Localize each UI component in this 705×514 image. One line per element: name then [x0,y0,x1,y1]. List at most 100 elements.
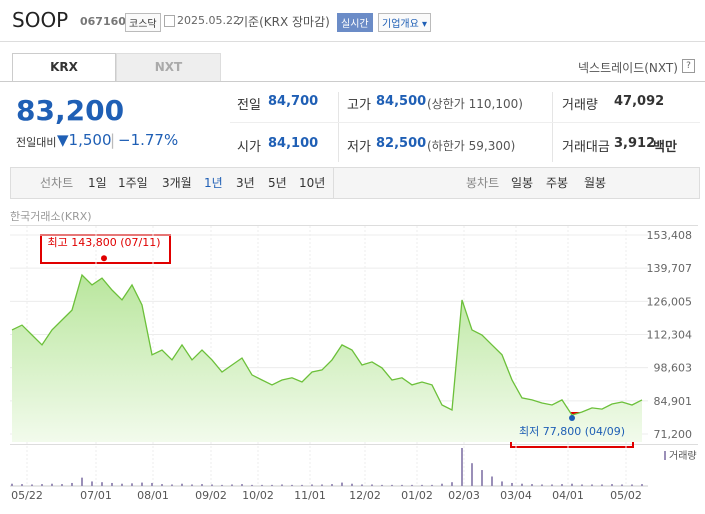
stat-label: 시가 [237,140,261,155]
volume-bar [321,484,323,486]
y-tick-label: 153,408 [647,229,693,242]
volume-bar [291,484,293,486]
period-item[interactable]: 3개월 [162,176,192,190]
x-tick-label: 04/01 [552,489,584,502]
period-item[interactable]: 일봉 [511,176,534,190]
volume-bar [181,483,183,486]
volume-bar [461,448,463,486]
volume-bar [31,484,33,486]
volume-bar [61,484,63,486]
volume-bar [211,484,213,486]
change-label: 전일대비 [16,136,57,149]
volume-bar [381,484,383,486]
volume-bar [51,483,53,486]
change-value: 1,500 [68,131,112,149]
tab-nxt[interactable]: NXT [116,53,221,82]
period-item[interactable]: 5년 [268,176,287,190]
volume-bar [201,484,203,486]
stat-value: 47,092 [614,94,665,109]
y-tick-label: 126,005 [647,295,693,308]
volume-bar [371,484,373,486]
volume-bar [501,481,503,486]
period-item[interactable]: 10년 [299,176,326,190]
volume-bar [311,484,313,486]
x-tick-label: 05/02 [610,489,642,502]
volume-bar [571,483,573,486]
volume-bar [11,483,13,486]
volume-bar [511,482,513,486]
change-pct: −1.77% [118,131,179,149]
divider [552,92,553,162]
period-bar [10,167,700,199]
x-tick-label: 01/02 [401,489,433,502]
stat-label: 거래대금 [562,140,610,155]
tab-krx[interactable]: KRX [12,53,116,81]
annotation-label: 최저 77,800 (04/09) [519,425,625,438]
volume-bar [141,482,143,486]
y-tick-label: 71,200 [654,428,693,441]
separator: | [110,131,116,149]
change: ▼1,500 [57,131,112,149]
help-button[interactable]: ? [682,59,695,73]
volume-bar [261,484,263,486]
volume-bar [481,470,483,486]
stat-value: 3,912 [614,136,656,151]
stat-value: 84,500 [376,94,427,109]
period-item[interactable]: 1일 [88,176,107,190]
volume-bar [441,483,443,486]
volume-bar [471,463,473,486]
x-tick-label: 09/02 [195,489,227,502]
calendar-icon [164,15,175,27]
volume-bar [411,484,413,486]
stat-unit: 백만 [653,140,677,155]
volume-bar [591,484,593,486]
volume-bar [241,484,243,486]
date: 2025.05.22 [177,14,240,27]
period-item[interactable]: 1년 [204,176,223,190]
period-item[interactable]: 주봉 [546,176,569,190]
volume-bar [91,481,93,486]
stock-name: SOOP [12,8,69,32]
volume-bar [431,484,433,486]
volume-bar [561,484,563,486]
annotation-dot [101,255,107,262]
divider [0,41,705,42]
volume-bar [231,484,233,486]
period-item[interactable]: 1주일 [118,176,148,190]
period-item[interactable]: 월봉 [584,176,607,190]
volume-bar [361,484,363,486]
nxt-link[interactable]: 넥스트레이드(NXT) [578,61,678,75]
x-tick-label: 08/01 [137,489,169,502]
volume-bar [101,482,103,486]
y-tick-label: 98,603 [654,362,693,375]
volume-bar [301,484,303,486]
divider [338,92,339,162]
volume-bar [351,483,353,486]
volume-bar [491,476,493,486]
volume-bar [531,484,533,486]
volume-bar [581,484,583,486]
realtime-button[interactable]: 실시간 [337,13,373,32]
period-item[interactable]: 3년 [236,176,255,190]
volume-bar [541,484,543,486]
volume-bar [331,484,333,486]
volume-bar [111,482,113,486]
stat-label: 저가 [347,140,371,155]
x-tick-label: 07/01 [80,489,112,502]
volume-bar [641,484,643,486]
price-line [11,273,643,416]
volume-bar [391,484,393,486]
volume-bar [621,484,623,486]
annotation-dot [569,415,575,422]
overview-button[interactable]: 기업개요 ▾ [378,13,432,32]
volume-bar [221,484,223,486]
basis: 기준(KRX 장마감) [237,15,330,29]
chart-frame [10,225,698,445]
volume-bar [601,484,603,486]
market-badge: 코스닥 [125,13,161,32]
divider [0,81,705,82]
volume-bar [121,483,123,486]
x-tick-label: 02/03 [448,489,480,502]
volume-bar [631,484,633,486]
